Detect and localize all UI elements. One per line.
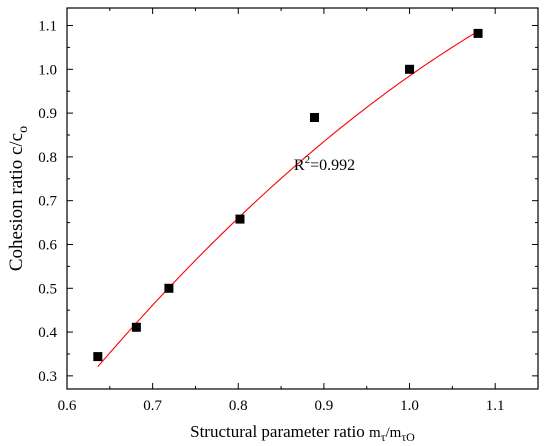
data-point	[93, 352, 103, 362]
y-tick-label: 0.4	[38, 325, 57, 341]
y-tick-label: 0.3	[38, 369, 57, 385]
plot-frame	[66, 7, 539, 390]
y-tick-label: 0.6	[38, 237, 57, 253]
y-tick-label: 0.9	[38, 106, 57, 122]
x-tick-label: 1.1	[486, 398, 505, 414]
y-tick-label: 0.8	[38, 150, 57, 166]
x-tick-label: 0.9	[315, 398, 334, 414]
fit-curve	[97, 30, 479, 368]
labels: R2=0.992 Structural parameter ratio mτ/mτ…	[6, 126, 415, 444]
x-axis-title: Structural parameter ratio mτ/mτO	[190, 422, 415, 444]
data-point	[405, 64, 415, 74]
data-point	[235, 214, 245, 224]
x-tick-label: 0.8	[229, 398, 248, 414]
y-tick-label: 0.5	[38, 281, 57, 297]
y-axis-title: Cohesion ratio c/co	[6, 126, 31, 271]
x-tick-label: 0.6	[58, 398, 77, 414]
y-tick-label: 1.1	[38, 19, 57, 35]
y-tick-label: 0.7	[38, 194, 57, 210]
x-tick-label: 0.7	[143, 398, 162, 414]
r-squared-annotation: R2=0.992	[294, 154, 355, 174]
fit-curve-group	[97, 30, 479, 368]
data-point	[131, 322, 141, 332]
data-point	[309, 112, 319, 122]
data-points	[93, 28, 483, 362]
axes: 0.6 0.7 0.8 0.9 1.0 1.1 0.3 0.4 0.5 0.6 0.7 0.8 0.9 1…	[38, 7, 539, 414]
y-tick-label: 1.0	[38, 62, 57, 78]
data-point	[164, 283, 174, 293]
data-point	[473, 28, 483, 38]
x-tick-label: 1.0	[400, 398, 419, 414]
